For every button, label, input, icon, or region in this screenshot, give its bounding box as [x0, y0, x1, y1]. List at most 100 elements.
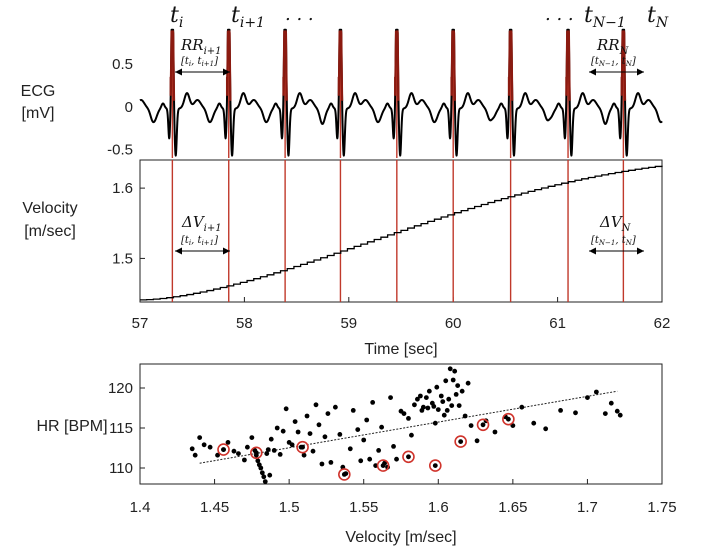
ecg-rpeak-mark: [282, 30, 288, 101]
velocity-plot-frame: [139, 159, 663, 303]
ecg-panel: ECG [mV] 0.5 0 -0.5 ti ti+1 . . . . . . tN…: [21, 3, 669, 159]
ecg-ytick-label: 0: [125, 99, 133, 116]
hr-point: [465, 380, 471, 386]
hr-xlabel: Velocity [m/sec]: [345, 529, 456, 546]
hr-circled-point-ring: [338, 468, 351, 481]
hr-point: [474, 438, 480, 444]
hr-point: [319, 461, 325, 467]
ecg-rpeak-mark: [565, 30, 571, 101]
hr-circled-point-ring: [476, 418, 490, 432]
hr-point: [443, 378, 449, 384]
hr-xtick-label: 1.7: [577, 499, 598, 516]
hr-point: [426, 388, 432, 394]
hr-circled-point: [480, 422, 486, 428]
hr-point: [444, 408, 450, 413]
hr-circled-point-ring: [454, 435, 467, 448]
hr-point: [431, 404, 437, 409]
dv-i-plus-1-arrow: [175, 247, 230, 255]
velocity-step-line: [140, 165, 663, 301]
ecg-ytick-label: 0.5: [112, 56, 133, 73]
hr-point: [376, 448, 382, 453]
label-t-i: ti: [170, 3, 183, 31]
ecg-rpeak-mark: [620, 30, 627, 101]
hr-point: [259, 470, 265, 476]
velocity-xtick-label: 59: [340, 315, 357, 332]
ecg-rpeak-mark: [507, 30, 514, 101]
hr-circled-point: [221, 447, 226, 452]
hr-circled-point: [406, 454, 411, 460]
hr-xtick-label: 1.6: [428, 499, 449, 516]
hr-point: [441, 412, 447, 418]
velocity-xtick-label: 57: [132, 315, 149, 332]
rr-n-interval: [tN−1, tN]: [591, 56, 636, 68]
hr-point: [409, 432, 414, 438]
hr-point: [446, 396, 452, 402]
hr-point: [242, 457, 247, 463]
hr-point: [307, 431, 313, 436]
hr-point: [617, 412, 623, 418]
hr-point: [295, 429, 301, 435]
hr-point: [455, 383, 461, 388]
hr-point: [432, 420, 438, 426]
hr-xtick-label: 1.55: [349, 499, 378, 516]
hr-point: [602, 411, 608, 416]
hr-ylabel: HR [BPM]: [36, 418, 107, 435]
hr-point: [264, 451, 270, 456]
hr-point: [325, 411, 331, 416]
hr-point: [268, 436, 274, 442]
hr-circled-point: [341, 472, 347, 477]
hr-circled-point-ring: [502, 412, 515, 426]
velocity-ytick-label: 1.5: [112, 250, 133, 267]
hr-point: [261, 474, 267, 480]
hr-point: [207, 444, 213, 450]
hr-point: [367, 456, 373, 462]
hr-points: [189, 366, 623, 484]
hr-point: [201, 442, 207, 448]
ecg-ytick-label: -0.5: [107, 142, 133, 159]
hr-point: [249, 435, 255, 440]
hr-point: [447, 366, 453, 372]
hr-point: [231, 448, 237, 454]
hr-circled-point: [458, 439, 464, 444]
velocity-xtick-label: 61: [549, 315, 566, 332]
hr-point: [388, 395, 393, 400]
hr-circled-point: [253, 450, 259, 456]
hr-point: [406, 416, 411, 421]
hr-point: [197, 435, 203, 440]
hr-point: [438, 393, 444, 399]
velocity-xtick-label: 60: [445, 315, 462, 332]
velocity-ylabel-line2: [m/sec]: [24, 223, 76, 240]
hr-point: [328, 460, 334, 465]
hr-point: [585, 395, 590, 400]
hr-point: [453, 392, 459, 397]
hr-xtick-label: 1.65: [498, 499, 527, 516]
hr-circled-point-ring: [376, 459, 390, 472]
hr-ticks: 110 115 120 1.4 1.45 1.5 1.55 1.6 1.65 1.7 1.75: [108, 380, 677, 516]
hr-point: [519, 404, 525, 410]
hr-point: [277, 452, 283, 457]
hr-point: [373, 463, 379, 468]
hr-point: [316, 422, 322, 428]
hr-point: [280, 428, 286, 434]
hr-point: [420, 404, 426, 410]
hr-point: [425, 405, 431, 411]
rr-i-plus-1-interval: [ti, ti+1]: [181, 56, 218, 68]
hr-point: [267, 472, 273, 478]
hr-point: [322, 434, 328, 440]
hr-circled-point-ring: [402, 450, 415, 464]
hr-circled-point: [380, 463, 386, 468]
velocity-ytick-label: 1.6: [112, 180, 133, 197]
rr-n-label: RRN: [596, 36, 630, 57]
hr-point: [417, 393, 423, 399]
ecg-ylabel-line2: [mV]: [22, 105, 55, 122]
label-dots-left: . . .: [285, 4, 314, 25]
dv-i-plus-1-interval: [ti, ti+1]: [181, 235, 218, 247]
hr-point: [391, 444, 396, 449]
rr-i-plus-1-arrow: [175, 68, 230, 76]
hr-point: [304, 413, 310, 419]
hr-point: [614, 408, 620, 414]
ecg-rpeak-highlights: [169, 30, 627, 101]
velocity-xtick-label: 62: [654, 315, 671, 332]
